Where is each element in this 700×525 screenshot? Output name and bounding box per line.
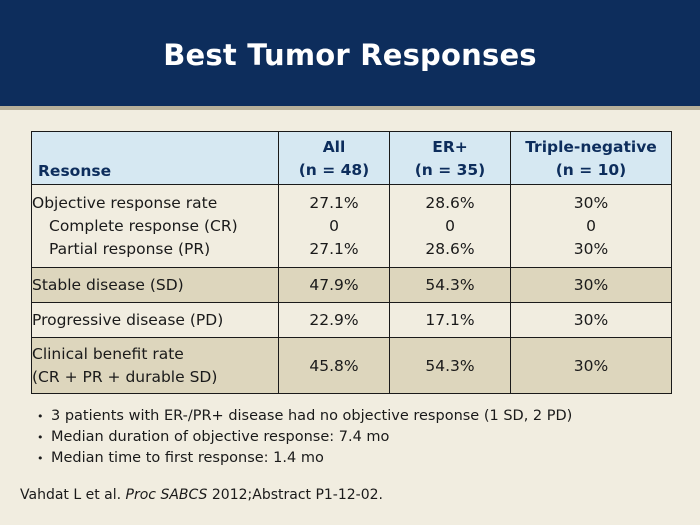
note-text: 3 patients with ER-/PR+ disease had no o… [51, 408, 573, 424]
title-bar: Best Tumor Responses [0, 0, 700, 110]
table-row: Stable disease (SD) 47.9% 54.3% 30% [31, 267, 672, 303]
bullet-icon: • [37, 431, 44, 444]
citation: Vahdat L et al. Proc SABCS 2012;Abstract… [20, 487, 383, 503]
table-header-row: Resonse All (n = 48) ER+ (n = 35) Triple… [31, 131, 672, 185]
pr-tn: 30% [573, 239, 609, 258]
list-item: • 3 patients with ER-/PR+ disease had no… [37, 406, 677, 427]
sd-all: 47.9% [278, 267, 390, 303]
citation-authors: Vahdat L et al. [20, 487, 122, 503]
orr-label: Objective response rate [32, 193, 218, 212]
bullet-icon: • [37, 452, 44, 465]
bullet-icon: • [37, 410, 44, 423]
citation-journal: Proc SABCS [125, 487, 208, 503]
header-all: All (n = 48) [278, 131, 390, 185]
cbr-label-line2: (CR + PR + durable SD) [32, 367, 218, 386]
note-text: Median time to first response: 1.4 mo [51, 450, 324, 466]
cbr-tn: 30% [510, 337, 672, 394]
table-row: Objective response rate Complete respons… [31, 184, 672, 268]
sd-label: Stable disease (SD) [31, 267, 279, 303]
cell-tn: 30% 0 30% [510, 184, 672, 268]
cell-all: 27.1% 0 27.1% [278, 184, 390, 268]
pd-er: 17.1% [389, 302, 511, 338]
header-er-line1: ER+ [432, 138, 468, 156]
pr-label: Partial response (PR) [49, 239, 211, 258]
list-item: • Median time to first response: 1.4 mo [37, 448, 677, 469]
list-item: • Median duration of objective response:… [37, 427, 677, 448]
cr-all: 0 [329, 216, 339, 235]
pd-label: Progressive disease (PD) [31, 302, 279, 338]
orr-all: 27.1% [309, 193, 359, 212]
header-er: ER+ (n = 35) [389, 131, 511, 185]
cr-tn: 0 [586, 216, 596, 235]
header-tn-line2: (n = 10) [555, 161, 627, 179]
header-response: Resonse [31, 131, 279, 185]
table-row: Progressive disease (PD) 22.9% 17.1% 30% [31, 302, 672, 338]
citation-rest: 2012;Abstract P1-12-02. [211, 487, 383, 503]
orr-er: 28.6% [425, 193, 475, 212]
cr-label: Complete response (CR) [49, 216, 238, 235]
pd-all: 22.9% [278, 302, 390, 338]
orr-tn: 30% [573, 193, 609, 212]
sd-er: 54.3% [389, 267, 511, 303]
cell-er: 28.6% 0 28.6% [389, 184, 511, 268]
cbr-all: 45.8% [278, 337, 390, 394]
note-text: Median duration of objective response: 7… [51, 429, 390, 445]
pr-er: 28.6% [425, 239, 475, 258]
cbr-er: 54.3% [389, 337, 511, 394]
header-triple-negative: Triple-negative (n = 10) [510, 131, 672, 185]
slide-title: Best Tumor Responses [163, 38, 537, 72]
header-tn-line1: Triple-negative [525, 138, 657, 156]
cbr-label: Clinical benefit rate (CR + PR + durable… [31, 337, 279, 394]
pr-all: 27.1% [309, 239, 359, 258]
cbr-label-line1: Clinical benefit rate [32, 344, 184, 363]
pd-tn: 30% [510, 302, 672, 338]
cr-er: 0 [445, 216, 455, 235]
header-all-line1: All [322, 138, 346, 156]
header-all-line2: (n = 48) [298, 161, 370, 179]
sd-tn: 30% [510, 267, 672, 303]
notes-list: • 3 patients with ER-/PR+ disease had no… [37, 406, 677, 469]
row-label: Objective response rate Complete respons… [31, 184, 279, 268]
header-er-line2: (n = 35) [414, 161, 486, 179]
response-table: Resonse All (n = 48) ER+ (n = 35) Triple… [31, 131, 672, 394]
table-row: Clinical benefit rate (CR + PR + durable… [31, 337, 672, 394]
